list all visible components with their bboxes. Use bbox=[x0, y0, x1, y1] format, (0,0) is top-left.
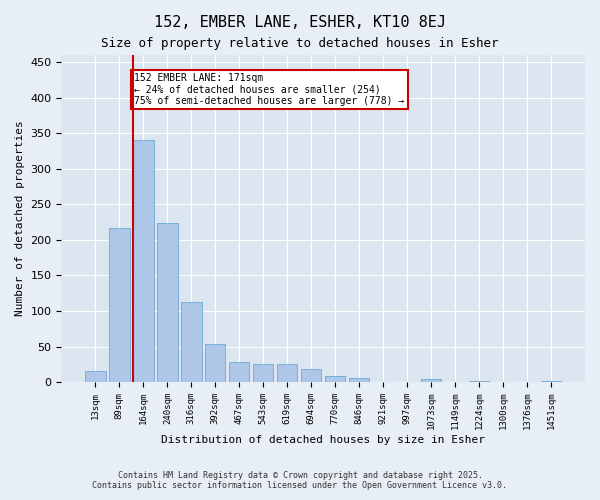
Bar bbox=[421, 380, 442, 382]
Bar bbox=[277, 364, 298, 382]
Bar bbox=[469, 380, 489, 382]
X-axis label: Distribution of detached houses by size in Esher: Distribution of detached houses by size … bbox=[161, 435, 485, 445]
Bar bbox=[85, 372, 106, 382]
Bar bbox=[181, 302, 202, 382]
Bar bbox=[349, 378, 370, 382]
Bar bbox=[301, 370, 322, 382]
Text: Contains HM Land Registry data © Crown copyright and database right 2025.
Contai: Contains HM Land Registry data © Crown c… bbox=[92, 470, 508, 490]
Bar bbox=[109, 228, 130, 382]
Bar bbox=[325, 376, 346, 382]
Y-axis label: Number of detached properties: Number of detached properties bbox=[15, 120, 25, 316]
Text: 152, EMBER LANE, ESHER, KT10 8EJ: 152, EMBER LANE, ESHER, KT10 8EJ bbox=[154, 15, 446, 30]
Bar bbox=[229, 362, 250, 382]
Text: 152 EMBER LANE: 171sqm
← 24% of detached houses are smaller (254)
75% of semi-de: 152 EMBER LANE: 171sqm ← 24% of detached… bbox=[134, 73, 404, 106]
Bar bbox=[133, 140, 154, 382]
Bar bbox=[157, 223, 178, 382]
Bar bbox=[253, 364, 274, 382]
Bar bbox=[205, 344, 226, 382]
Text: Size of property relative to detached houses in Esher: Size of property relative to detached ho… bbox=[101, 38, 499, 51]
